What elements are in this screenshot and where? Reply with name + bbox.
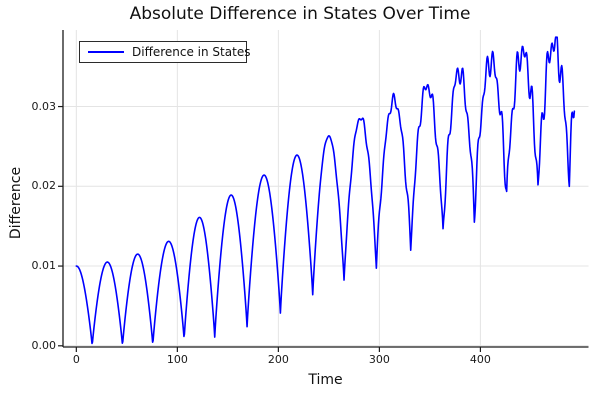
legend-entry-label: Difference in States [132, 45, 251, 59]
y-tick-label: 0.03 [31, 99, 57, 113]
y-tick-label: 0.01 [31, 259, 57, 273]
axes [62, 30, 589, 348]
legend: Difference in States [79, 41, 251, 63]
y-axis-title: Difference [8, 166, 24, 240]
chart-title: Absolute Difference in States Over Time [129, 4, 471, 24]
x-axis-title: Time [308, 372, 343, 388]
series-line [75, 36, 576, 345]
data-series [75, 36, 576, 345]
legend-line-sample [88, 51, 124, 53]
x-tick-label: 0 [72, 353, 80, 366]
x-tick-label: 300 [368, 353, 390, 366]
x-tick-label: 100 [166, 353, 188, 366]
gridlines [63, 30, 589, 347]
tick-marks [58, 105, 482, 352]
x-tick-label: 200 [267, 353, 289, 366]
x-tick-label: 400 [469, 353, 491, 366]
y-tick-label: 0.00 [31, 338, 57, 352]
y-tick-label: 0.02 [31, 179, 57, 193]
